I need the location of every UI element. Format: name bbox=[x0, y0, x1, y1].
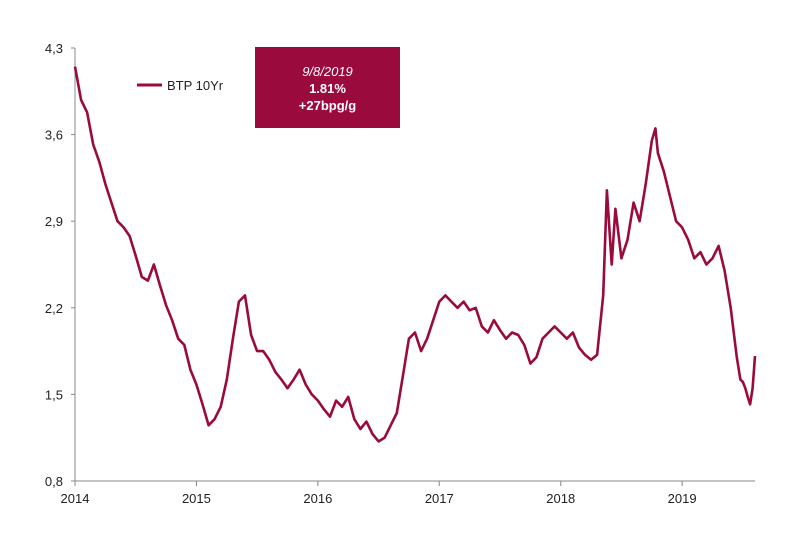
x-tick-label: 2018 bbox=[546, 491, 575, 506]
callout-date: 9/8/2019 bbox=[302, 64, 353, 79]
y-tick-label: 2,9 bbox=[45, 214, 63, 229]
x-tick-label: 2016 bbox=[303, 491, 332, 506]
callout-change: +27bpg/g bbox=[298, 98, 357, 113]
y-tick-label: 1,5 bbox=[45, 387, 63, 402]
y-tick-label: 0,8 bbox=[45, 474, 63, 489]
x-tick-label: 2014 bbox=[61, 491, 90, 506]
axes bbox=[74, 48, 755, 482]
y-tick-label: 4,3 bbox=[45, 41, 63, 56]
series-line-btp-10yr bbox=[73, 66, 757, 443]
y-tick-label: 2,2 bbox=[45, 301, 63, 316]
series bbox=[73, 66, 757, 443]
y-tick-label: 3,6 bbox=[45, 128, 63, 143]
callout-value: 1.81% bbox=[309, 81, 346, 96]
x-tick-label: 2019 bbox=[668, 491, 697, 506]
legend-label: BTP 10Yr bbox=[167, 78, 224, 93]
x-tick-label: 2017 bbox=[425, 491, 454, 506]
ticks: 4,3 3,6 2,9 2,2 1,5 0,8 2014 2015 2016 2017 2018 20… bbox=[45, 41, 697, 506]
legend: BTP 10Yr bbox=[137, 78, 224, 93]
annotation-callout: 9/8/2019 1.81% +27bpg/g bbox=[255, 47, 400, 128]
x-tick-label: 2015 bbox=[182, 491, 211, 506]
